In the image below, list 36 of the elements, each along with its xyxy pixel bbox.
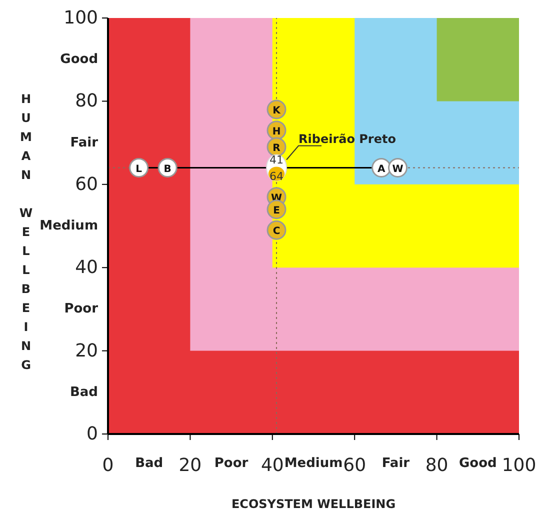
x-tick-label: Fair: [382, 456, 410, 471]
data-label: R: [272, 142, 281, 154]
x-tick-label: Bad: [135, 456, 164, 471]
data-label: W: [392, 164, 404, 175]
annotation: 64: [270, 170, 284, 183]
series-label: Ribeirão Preto: [298, 132, 396, 146]
data-label: A: [377, 164, 386, 175]
y-tick-label: Fair: [70, 135, 99, 150]
y-tick-label: 40: [75, 257, 98, 278]
data-label: H: [272, 126, 281, 138]
text: HUMAN WELLBEING: [19, 92, 33, 372]
data-label: L: [136, 164, 143, 175]
annotation: 41: [270, 153, 284, 166]
y-tick-label: Bad: [70, 384, 98, 400]
x-tick-label: Poor: [214, 456, 249, 471]
x-tick-label: 40: [260, 454, 284, 476]
data-label: K: [272, 106, 282, 117]
y-tick-label: Good: [60, 52, 98, 68]
y-tick-label: 20: [75, 340, 98, 362]
y-tick-label: Medium: [40, 218, 98, 234]
y-tick-label: 60: [75, 174, 98, 195]
x-tick-label: Good: [458, 456, 497, 471]
x-tick-label: 0: [102, 454, 114, 476]
x-tick-label: 20: [178, 454, 202, 476]
y-tick-label: Poor: [64, 302, 99, 317]
x-tick-label: 80: [425, 454, 448, 476]
x-tick-label: 60: [343, 454, 366, 476]
x-tick-label: Medium: [284, 456, 343, 471]
data-label: C: [272, 226, 280, 238]
y-tick-label: 0: [86, 424, 98, 444]
y-tick-label: 80: [75, 90, 98, 112]
x-tick-label: 100: [502, 454, 536, 476]
data-label: B: [164, 164, 172, 175]
data-label: E: [273, 205, 280, 216]
y-tick-label: 100: [64, 8, 98, 28]
x-axis-title: ECOSYSTEM WELLBEING: [231, 497, 396, 511]
